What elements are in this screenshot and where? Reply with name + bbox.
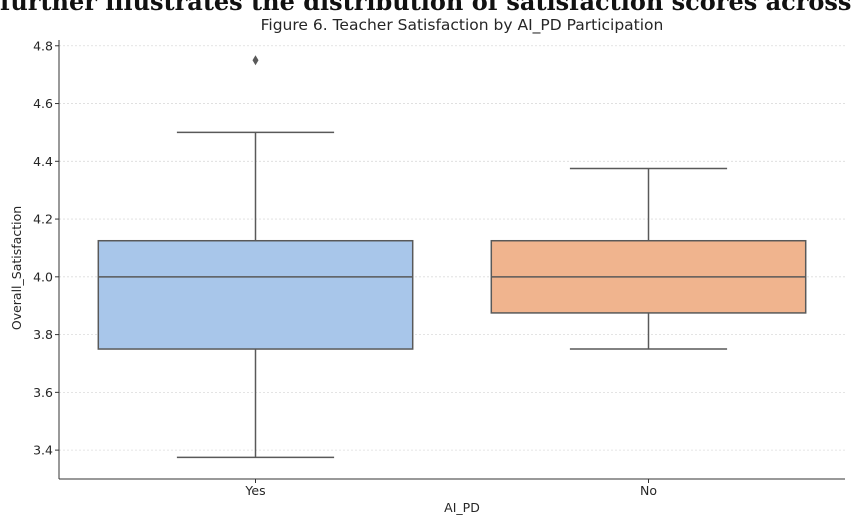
y-axis-ticks: 3.4 3.6 3.8 4.0 4.2 4.4 4.6 4.8 <box>33 38 59 458</box>
x-axis-ticks: Yes No <box>244 479 657 498</box>
iqr-box <box>97 239 414 350</box>
y-tick-label: 4.6 <box>33 96 53 111</box>
x-tick-label: No <box>640 483 657 498</box>
y-tick-label: 4.8 <box>33 38 53 53</box>
y-tick-label: 4.2 <box>33 212 53 227</box>
chart-title: Figure 6. Teacher Satisfaction by AI_PD … <box>261 16 664 35</box>
x-axis-label: AI_PD <box>444 500 480 515</box>
y-tick-label: 3.6 <box>33 385 53 400</box>
y-axis-label: Overall_Satisfaction <box>9 206 24 330</box>
y-tick-label: 3.8 <box>33 327 53 342</box>
outlier-point <box>252 55 259 66</box>
grid-lines <box>59 45 845 451</box>
boxes <box>97 55 807 459</box>
box-no <box>490 167 807 350</box>
y-tick-label: 4.4 <box>33 154 53 169</box>
header-text-cropped: further illustrates the distribution of … <box>0 0 852 16</box>
y-tick-label: 3.4 <box>33 443 53 458</box>
x-tick-label: Yes <box>244 483 265 498</box>
box-yes <box>97 55 414 459</box>
y-tick-label: 4.0 <box>33 269 53 284</box>
